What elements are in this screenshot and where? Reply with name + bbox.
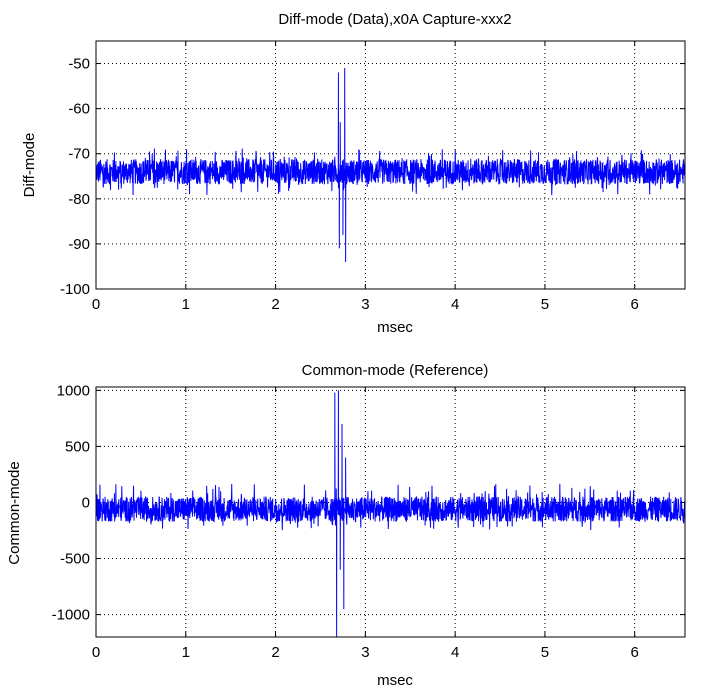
y-tick-label: -1000 <box>52 607 90 624</box>
y-axis-label: Common-mode <box>6 461 23 564</box>
y-tick-label: -500 <box>60 551 90 568</box>
x-tick-label: 3 <box>361 296 369 313</box>
x-tick-label: 2 <box>271 644 279 661</box>
diff-mode-chart: Diff-mode (Data),x0A Capture-xxx2 msec D… <box>21 11 686 336</box>
series-line <box>95 68 686 262</box>
x-tick-label: 0 <box>92 644 100 661</box>
x-axis-label: msec <box>377 672 413 689</box>
y-tick-label: -70 <box>68 146 90 163</box>
chart-title: Diff-mode (Data),x0A Capture-xxx2 <box>278 11 511 28</box>
x-tick-label: 1 <box>182 296 190 313</box>
x-tick-label: 1 <box>182 644 190 661</box>
common-mode-chart: Common-mode (Reference) msec Common-mode… <box>6 362 686 689</box>
x-tick-label: 0 <box>92 296 100 313</box>
y-tick-label: -60 <box>68 101 90 118</box>
x-tick-label: 4 <box>451 644 459 661</box>
series-common-mode <box>95 390 686 638</box>
y-tick-label: -50 <box>68 56 90 73</box>
x-tick-label: 6 <box>631 644 639 661</box>
x-tick-label: 4 <box>451 296 459 313</box>
x-tick-label: 2 <box>271 296 279 313</box>
axis-ticks: 0 1 2 3 4 5 6 -1000 -500 0 500 1000 <box>52 382 685 661</box>
y-tick-label: -90 <box>68 236 90 253</box>
y-tick-label: 1000 <box>57 382 90 399</box>
plot-area-frame <box>95 386 686 638</box>
series-diff-mode <box>95 68 686 262</box>
axis-ticks: 0 1 2 3 4 5 6 -100 -90 -80 -70 -60 -50 <box>60 41 685 313</box>
chart-title: Common-mode (Reference) <box>302 362 489 379</box>
y-axis-label: Diff-mode <box>21 133 38 198</box>
x-tick-label: 3 <box>361 644 369 661</box>
x-tick-label: 5 <box>541 296 549 313</box>
x-axis-label: msec <box>377 319 413 336</box>
x-tick-label: 5 <box>541 644 549 661</box>
series-line <box>95 390 686 638</box>
plot-area-frame <box>95 40 686 290</box>
x-tick-label: 6 <box>631 296 639 313</box>
y-tick-label: -100 <box>60 281 90 298</box>
y-tick-label: -80 <box>68 191 90 208</box>
y-tick-label: 500 <box>65 438 90 455</box>
y-tick-label: 0 <box>82 494 90 511</box>
